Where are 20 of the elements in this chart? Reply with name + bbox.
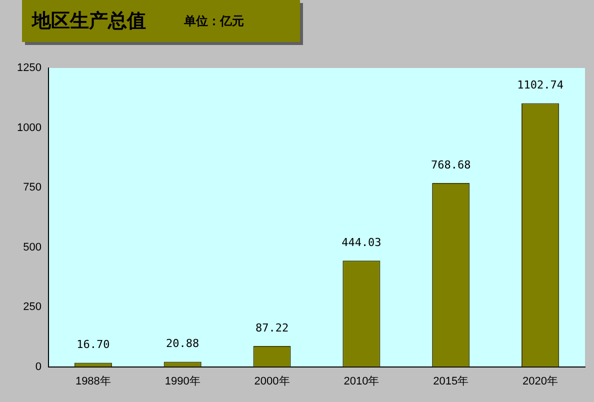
x-tick-label: 1990年 bbox=[164, 375, 200, 388]
x-tick-label: 2020年 bbox=[522, 375, 558, 388]
x-tick-label: 1988年 bbox=[75, 375, 111, 388]
data-label: 87.22 bbox=[255, 321, 289, 334]
y-tick-label: 750 bbox=[23, 182, 42, 194]
data-label: 444.03 bbox=[342, 236, 382, 250]
chart-title: 地区生产总值 bbox=[32, 9, 146, 34]
data-label: 20.88 bbox=[166, 337, 200, 350]
chart-subtitle: 单位：亿元 bbox=[184, 12, 244, 30]
data-label: 1102.74 bbox=[517, 78, 564, 92]
x-tick-label: 2015年 bbox=[433, 375, 469, 388]
y-tick-label: 250 bbox=[23, 301, 42, 314]
x-tick-label: 2000年 bbox=[254, 375, 290, 388]
y-tick-label: 0 bbox=[35, 360, 42, 373]
data-label: 768.68 bbox=[430, 158, 471, 172]
y-tick-label: 1250 bbox=[16, 62, 42, 74]
x-tick-label: 2010年 bbox=[344, 375, 380, 388]
y-tick-label: 500 bbox=[23, 241, 42, 254]
data-label: 16.70 bbox=[76, 338, 110, 352]
y-tick-label: 1000 bbox=[16, 122, 42, 134]
